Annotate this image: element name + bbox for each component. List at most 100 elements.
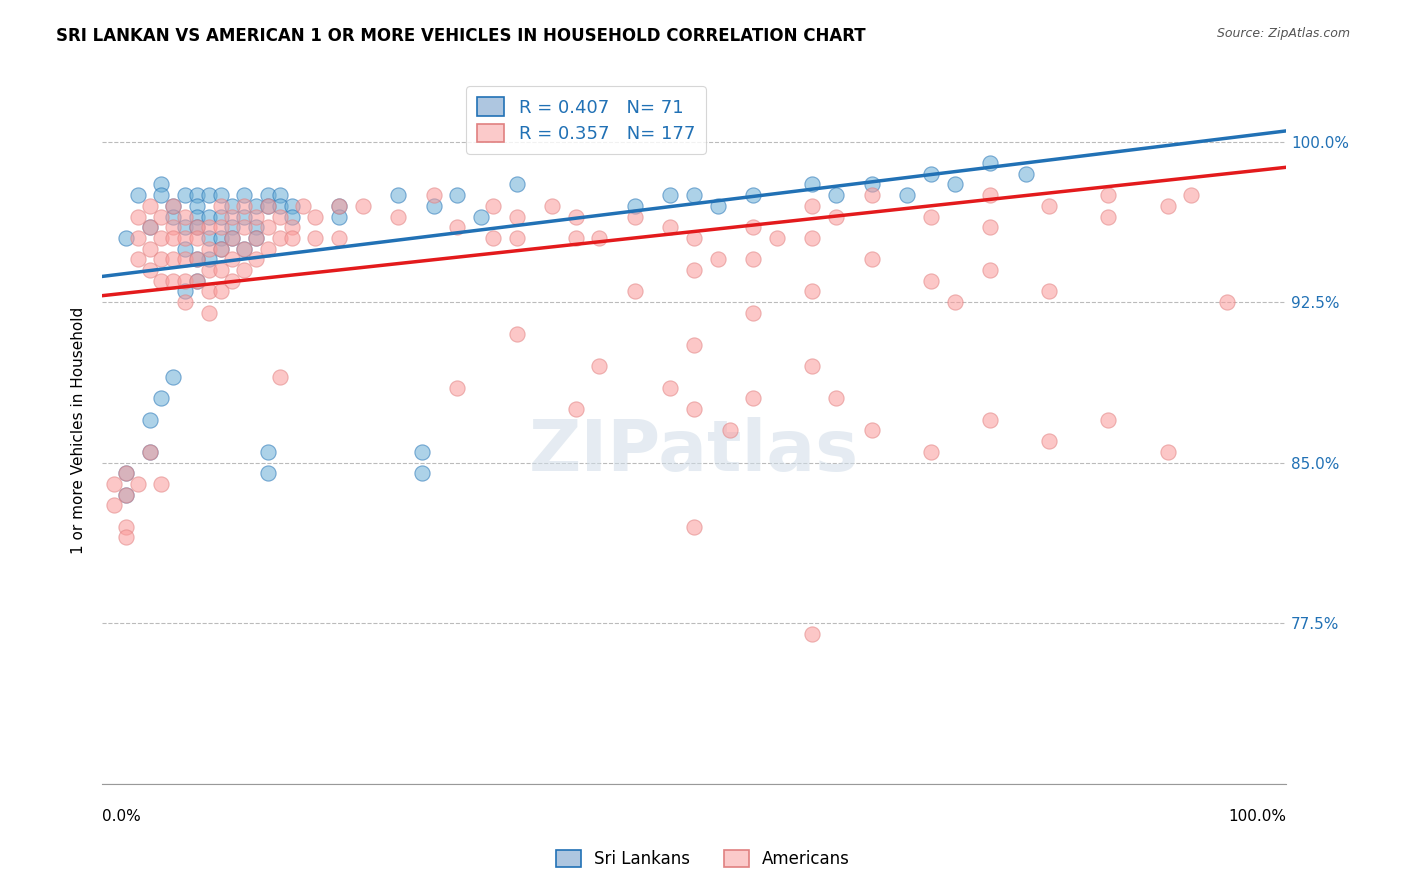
Americans bbox=[564, 210, 586, 224]
Americans bbox=[115, 467, 138, 481]
Sri Lankans bbox=[233, 210, 256, 224]
Sri Lankans bbox=[186, 252, 208, 267]
Americans bbox=[801, 231, 824, 245]
Sri Lankans bbox=[115, 488, 138, 502]
Sri Lankans bbox=[162, 199, 184, 213]
Americans bbox=[269, 370, 291, 384]
Americans bbox=[233, 263, 256, 277]
Americans bbox=[245, 210, 267, 224]
Americans bbox=[564, 402, 586, 417]
Americans bbox=[162, 274, 184, 288]
Sri Lankans bbox=[186, 199, 208, 213]
Americans bbox=[1216, 295, 1239, 310]
Sri Lankans bbox=[186, 188, 208, 202]
Sri Lankans bbox=[162, 370, 184, 384]
Sri Lankans bbox=[943, 178, 966, 192]
Sri Lankans bbox=[186, 220, 208, 235]
Americans bbox=[269, 210, 291, 224]
Sri Lankans bbox=[257, 467, 280, 481]
Americans bbox=[742, 220, 765, 235]
Americans bbox=[825, 392, 848, 406]
Americans bbox=[541, 199, 564, 213]
Americans bbox=[197, 242, 219, 256]
Sri Lankans bbox=[209, 188, 232, 202]
Americans bbox=[209, 199, 232, 213]
Sri Lankans bbox=[186, 274, 208, 288]
Sri Lankans bbox=[150, 188, 173, 202]
Americans bbox=[221, 252, 243, 267]
Sri Lankans bbox=[209, 242, 232, 256]
Americans bbox=[127, 231, 149, 245]
Americans bbox=[197, 220, 219, 235]
Americans bbox=[1038, 285, 1060, 299]
Americans bbox=[659, 220, 682, 235]
Americans bbox=[920, 445, 942, 459]
Americans bbox=[505, 327, 527, 342]
Sri Lankans bbox=[138, 220, 160, 235]
Sri Lankans bbox=[162, 210, 184, 224]
Americans bbox=[280, 231, 302, 245]
Americans bbox=[115, 520, 138, 534]
Americans bbox=[209, 220, 232, 235]
Legend: Sri Lankans, Americans: Sri Lankans, Americans bbox=[550, 843, 856, 875]
Americans bbox=[174, 252, 197, 267]
Sri Lankans bbox=[920, 167, 942, 181]
Americans bbox=[1038, 199, 1060, 213]
Americans bbox=[186, 252, 208, 267]
Sri Lankans bbox=[174, 242, 197, 256]
Americans bbox=[127, 252, 149, 267]
Americans bbox=[979, 263, 1001, 277]
Sri Lankans bbox=[245, 231, 267, 245]
Americans bbox=[683, 231, 706, 245]
Americans bbox=[115, 531, 138, 545]
Americans bbox=[221, 231, 243, 245]
Sri Lankans bbox=[387, 188, 409, 202]
Americans bbox=[280, 220, 302, 235]
Americans bbox=[328, 199, 350, 213]
Americans bbox=[174, 295, 197, 310]
Americans bbox=[825, 210, 848, 224]
Americans bbox=[860, 252, 883, 267]
Americans bbox=[150, 231, 173, 245]
Americans bbox=[1180, 188, 1202, 202]
Sri Lankans bbox=[825, 188, 848, 202]
Americans bbox=[209, 263, 232, 277]
Americans bbox=[801, 626, 824, 640]
Americans bbox=[233, 242, 256, 256]
Americans bbox=[174, 274, 197, 288]
Sri Lankans bbox=[896, 188, 918, 202]
Sri Lankans bbox=[221, 231, 243, 245]
Sri Lankans bbox=[446, 188, 468, 202]
Americans bbox=[482, 199, 505, 213]
Sri Lankans bbox=[280, 210, 302, 224]
Americans bbox=[387, 210, 409, 224]
Americans bbox=[103, 499, 125, 513]
Americans bbox=[245, 231, 267, 245]
Sri Lankans bbox=[706, 199, 728, 213]
Americans bbox=[683, 402, 706, 417]
Americans bbox=[138, 220, 160, 235]
Text: 100.0%: 100.0% bbox=[1227, 809, 1286, 824]
Americans bbox=[138, 263, 160, 277]
Americans bbox=[233, 199, 256, 213]
Americans bbox=[1097, 188, 1119, 202]
Sri Lankans bbox=[979, 156, 1001, 170]
Sri Lankans bbox=[174, 220, 197, 235]
Sri Lankans bbox=[257, 445, 280, 459]
Americans bbox=[328, 231, 350, 245]
Americans bbox=[801, 285, 824, 299]
Americans bbox=[706, 252, 728, 267]
Text: Source: ZipAtlas.com: Source: ZipAtlas.com bbox=[1216, 27, 1350, 40]
Americans bbox=[624, 210, 647, 224]
Sri Lankans bbox=[197, 231, 219, 245]
Sri Lankans bbox=[209, 231, 232, 245]
Americans bbox=[446, 220, 468, 235]
Americans bbox=[221, 210, 243, 224]
Americans bbox=[766, 231, 789, 245]
Sri Lankans bbox=[115, 231, 138, 245]
Americans bbox=[150, 274, 173, 288]
Americans bbox=[197, 285, 219, 299]
Text: ZIPatlas: ZIPatlas bbox=[529, 417, 859, 486]
Americans bbox=[162, 199, 184, 213]
Text: SRI LANKAN VS AMERICAN 1 OR MORE VEHICLES IN HOUSEHOLD CORRELATION CHART: SRI LANKAN VS AMERICAN 1 OR MORE VEHICLE… bbox=[56, 27, 866, 45]
